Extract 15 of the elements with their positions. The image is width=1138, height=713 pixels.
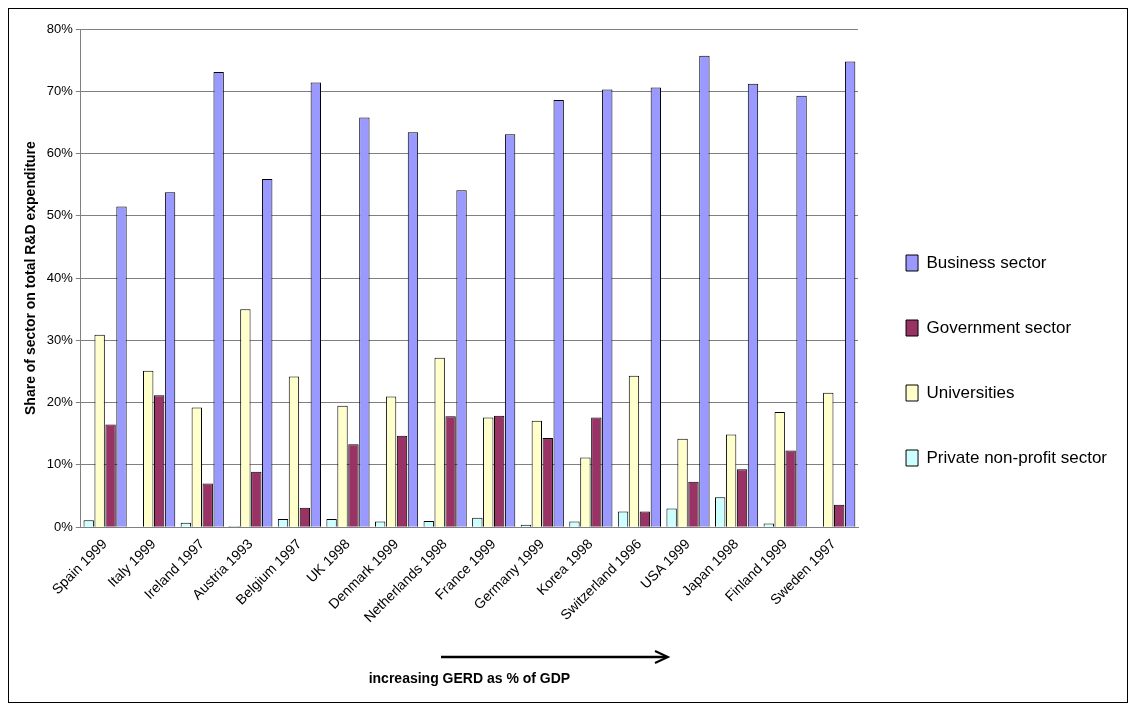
y-tick-label: 0% [54,518,74,534]
y-tick-label: 80% [46,20,74,36]
y-tick-label: 20% [46,394,74,410]
y-tick-label: 30% [46,331,74,347]
y-tick-label: 50% [46,207,74,223]
y-tick-label: 60% [46,145,74,161]
y-tick-label: 10% [46,456,74,472]
x-axis-title: increasing GERD as % of GDP [368,670,571,687]
y-axis-title: Share of sector on total R&D expenditure [22,140,39,415]
legend-label: Government sector [926,317,1072,337]
legend-label: Private non-profit sector [926,447,1108,467]
legend-label: Universities [926,382,1015,402]
y-tick-label: 70% [46,82,74,98]
legend-label: Business sector [926,252,1047,272]
y-tick-label: 40% [46,269,74,285]
